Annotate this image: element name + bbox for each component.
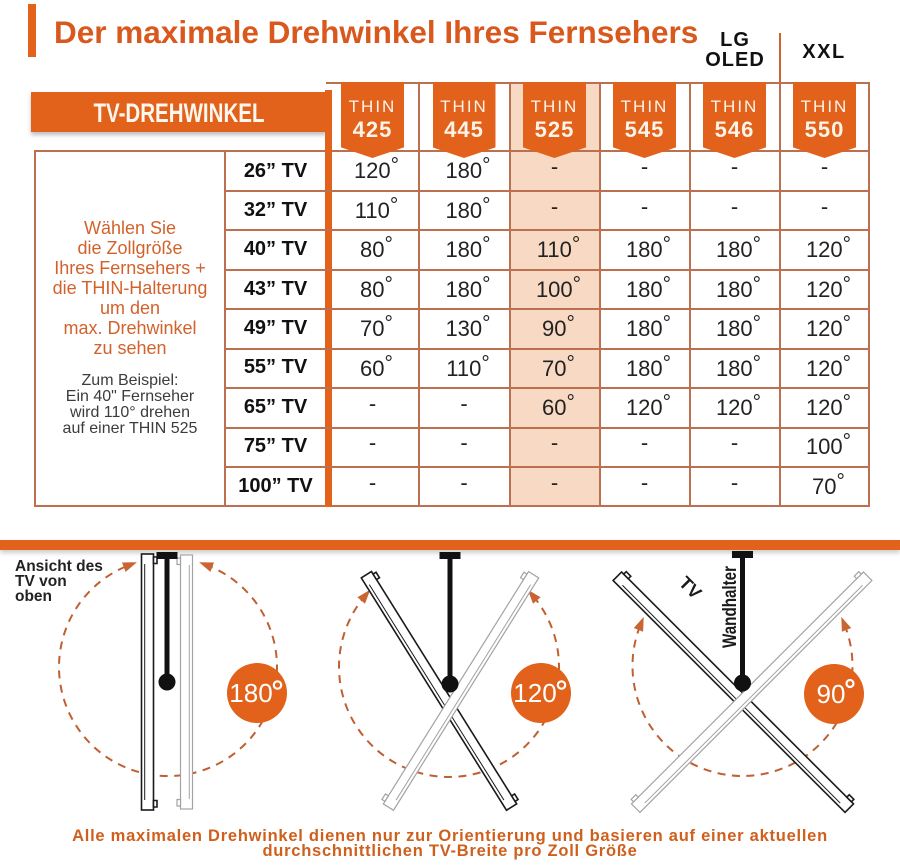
svg-text:120: 120 — [513, 678, 556, 708]
svg-text:Wandhalter: Wandhalter — [720, 566, 741, 648]
svg-text:TV: TV — [675, 573, 705, 603]
svg-text:90: 90 — [817, 679, 846, 709]
svg-text:180: 180 — [229, 678, 272, 708]
